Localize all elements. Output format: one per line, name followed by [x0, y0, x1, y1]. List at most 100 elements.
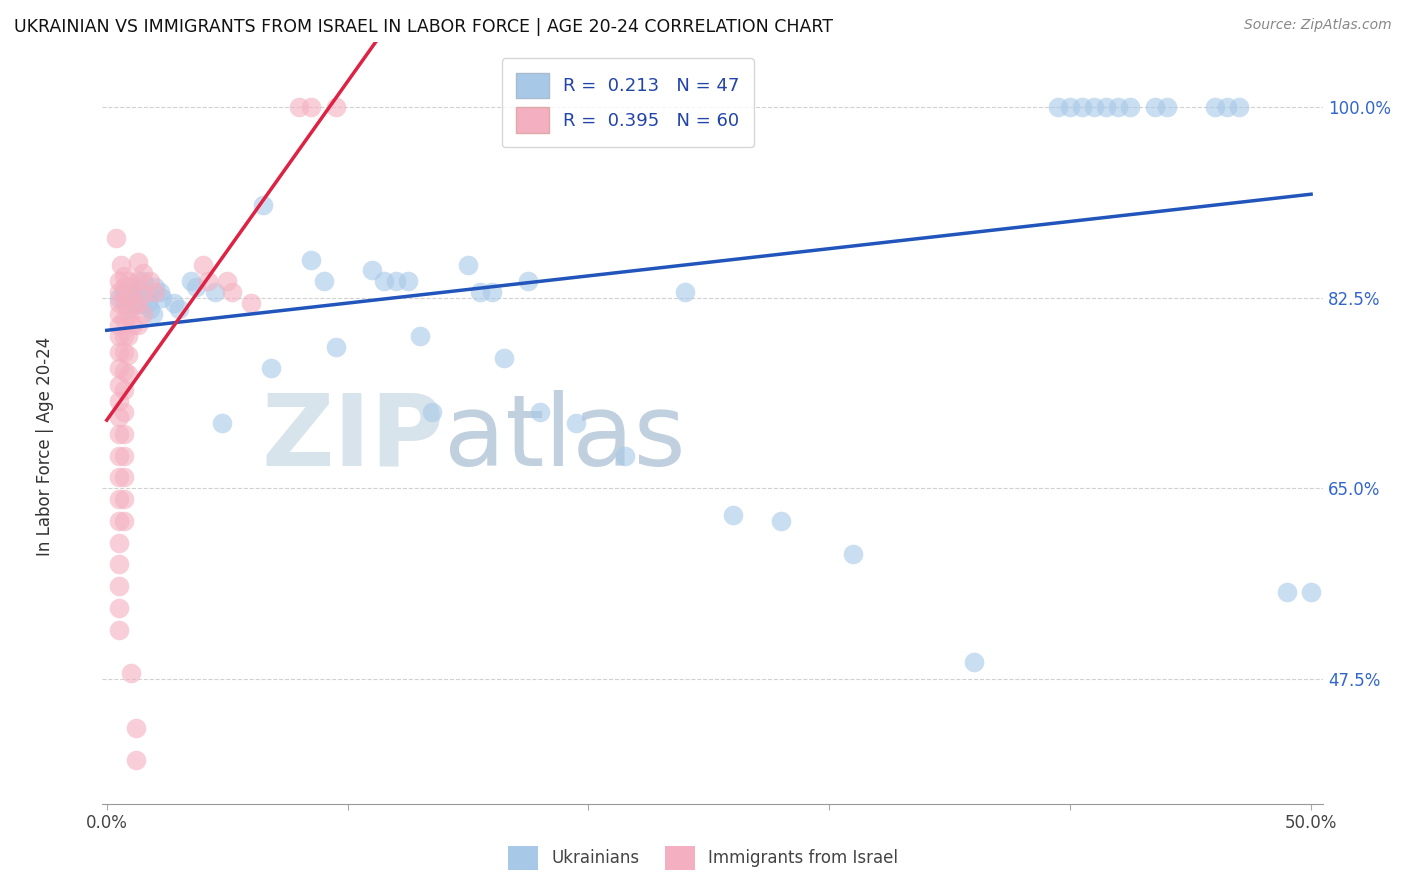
- Point: [107, 492, 129, 507]
- Point: [136, 296, 159, 310]
- Point: [112, 492, 135, 507]
- Point: [107, 579, 129, 593]
- Point: [180, 274, 202, 288]
- Point: [149, 285, 172, 300]
- Point: [107, 601, 129, 615]
- Point: [301, 100, 323, 114]
- Point: [132, 287, 155, 301]
- Point: [481, 285, 503, 300]
- Point: [107, 426, 129, 441]
- Point: [360, 263, 382, 277]
- Point: [107, 274, 129, 288]
- Point: [117, 274, 139, 288]
- Point: [117, 328, 139, 343]
- Point: [1216, 100, 1239, 114]
- Point: [1227, 100, 1250, 114]
- Point: [107, 285, 129, 300]
- Point: [112, 312, 135, 326]
- Point: [132, 307, 155, 321]
- Point: [127, 296, 149, 310]
- Point: [565, 416, 588, 430]
- Point: [105, 231, 128, 245]
- Point: [150, 291, 173, 305]
- Point: [122, 287, 145, 301]
- Point: [396, 274, 419, 288]
- Point: [167, 301, 190, 316]
- Point: [127, 254, 149, 268]
- Point: [721, 508, 744, 523]
- Point: [107, 535, 129, 549]
- Point: [1047, 100, 1070, 114]
- Point: [1071, 100, 1094, 114]
- Point: [127, 298, 149, 312]
- Point: [107, 394, 129, 409]
- Point: [1204, 100, 1226, 114]
- Point: [107, 558, 129, 572]
- Point: [107, 449, 129, 463]
- Point: [770, 514, 793, 528]
- Point: [117, 301, 139, 316]
- Point: [112, 268, 135, 283]
- Point: [127, 274, 149, 288]
- Point: [211, 416, 233, 430]
- Point: [122, 318, 145, 332]
- Point: [124, 293, 146, 308]
- Point: [1083, 100, 1105, 114]
- Point: [963, 656, 986, 670]
- Point: [112, 426, 135, 441]
- Point: [252, 198, 274, 212]
- Point: [373, 274, 395, 288]
- Point: [529, 405, 551, 419]
- Point: [842, 547, 865, 561]
- Point: [420, 405, 443, 419]
- Point: [120, 279, 142, 293]
- Point: [1156, 100, 1178, 114]
- Point: [517, 274, 540, 288]
- Point: [468, 285, 491, 300]
- Point: [457, 258, 479, 272]
- Point: [112, 285, 135, 300]
- Point: [122, 278, 145, 293]
- Point: [259, 361, 281, 376]
- Point: [143, 279, 166, 293]
- Point: [112, 279, 135, 293]
- Point: [124, 753, 146, 767]
- Point: [107, 377, 129, 392]
- Point: [120, 666, 142, 681]
- Point: [117, 309, 139, 323]
- Point: [301, 252, 323, 267]
- Point: [132, 274, 155, 288]
- Point: [240, 296, 263, 310]
- Point: [141, 307, 163, 321]
- Point: [117, 291, 139, 305]
- Point: [673, 285, 696, 300]
- Point: [204, 285, 226, 300]
- Point: [107, 470, 129, 484]
- Point: [143, 285, 166, 300]
- Point: [494, 351, 516, 365]
- Point: [107, 328, 129, 343]
- Text: In Labor Force | Age 20-24: In Labor Force | Age 20-24: [37, 336, 53, 556]
- Point: [129, 283, 152, 297]
- Point: [127, 318, 149, 332]
- Point: [107, 291, 129, 305]
- Point: [112, 470, 135, 484]
- Point: [115, 296, 138, 310]
- Point: [1119, 100, 1142, 114]
- Point: [112, 514, 135, 528]
- Point: [613, 449, 636, 463]
- Point: [1107, 100, 1129, 114]
- Point: [325, 100, 347, 114]
- Text: UKRAINIAN VS IMMIGRANTS FROM ISRAEL IN LABOR FORCE | AGE 20-24 CORRELATION CHART: UKRAINIAN VS IMMIGRANTS FROM ISRAEL IN L…: [14, 18, 834, 36]
- Point: [117, 348, 139, 362]
- Point: [385, 274, 408, 288]
- Point: [139, 301, 162, 316]
- Point: [217, 274, 239, 288]
- Legend: R =  0.213   N = 47, R =  0.395   N = 60: R = 0.213 N = 47, R = 0.395 N = 60: [502, 58, 754, 147]
- Point: [132, 266, 155, 280]
- Point: [107, 623, 129, 637]
- Point: [107, 361, 129, 376]
- Point: [112, 363, 135, 377]
- Legend: Ukrainians, Immigrants from Israel: Ukrainians, Immigrants from Israel: [502, 839, 904, 877]
- Point: [1275, 584, 1298, 599]
